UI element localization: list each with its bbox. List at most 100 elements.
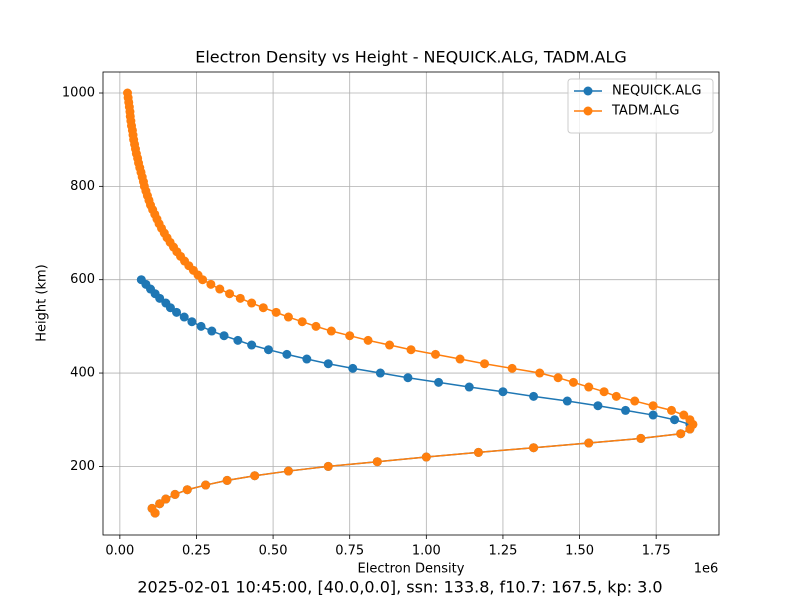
data-point [670,415,680,425]
data-point [282,349,292,359]
plot-area [123,88,698,518]
legend-box [567,78,714,134]
chart-title: Electron Density vs Height - NEQUICK.ALG… [195,48,627,67]
data-point [170,489,180,499]
x-tick-label: 0.00 [105,544,134,559]
grid [103,72,719,535]
data-point [363,335,373,345]
data-point [685,424,695,434]
data-point [535,368,545,378]
data-point [297,317,307,327]
data-point [345,331,355,341]
data-point [434,377,444,387]
x-tick-label: 1.50 [565,544,594,559]
data-point [636,433,646,443]
data-point [507,363,517,373]
y-tick-label: 200 [70,459,95,474]
data-point [480,359,490,369]
data-point [179,312,189,322]
series-line [126,92,694,514]
data-point [219,331,229,341]
data-point [165,303,175,313]
data-point [150,508,160,518]
y-tick-label: 600 [70,272,95,287]
y-tick-label: 800 [70,179,95,194]
data-point [155,499,165,509]
data-point [553,373,563,383]
data-point [431,349,441,359]
data-point [348,363,358,373]
data-point [263,345,273,355]
x-tick-label: 1.25 [488,544,517,559]
data-point [172,307,182,317]
x-tick-label: 1.75 [642,544,671,559]
data-point [621,405,631,415]
data-point [679,410,689,420]
data-point [247,340,257,350]
data-point [155,293,165,303]
ticks: 0.00 0.25 0.50 0.75 1.00 1.25 1.50 1.75 200 400 60… [62,86,671,559]
data-point [584,382,594,392]
data-point [222,475,232,485]
data-point [648,401,658,411]
axes-frame [102,71,720,536]
data-point [187,317,197,327]
data-point [562,396,572,406]
data-point [201,480,211,490]
data-point [529,443,539,453]
data-point [406,345,416,355]
data-point [302,354,312,364]
data-point [161,494,171,504]
x-offset-label: 1e6 [694,562,719,577]
legend: NEQUICK.ALG TADM.ALG [567,78,714,134]
data-point [498,387,508,397]
data-point [182,485,192,495]
legend-marker [583,106,593,116]
legend-label: NEQUICK.ALG [612,84,701,99]
data-point [196,321,206,331]
x-tick-label: 0.50 [259,544,288,559]
data-point [215,284,225,294]
data-point [283,312,293,322]
data-point [250,471,260,481]
data-point [375,368,385,378]
data-point [258,303,268,313]
data-point [323,461,333,471]
data-point [385,340,395,350]
x-tick-label: 1.00 [412,544,441,559]
footer: 2025-02-01 10:45:00, [40.0,0.0], ssn: 13… [137,578,662,597]
data-point [593,401,603,411]
data-point [283,466,293,476]
data-point [421,452,431,462]
data-point [206,279,216,289]
x-tick-label: 0.25 [182,544,211,559]
data-point [233,335,243,345]
y-axis-label: Height (km) [35,264,50,341]
data-point [198,275,208,285]
data-point [648,410,658,420]
data-point [599,387,609,397]
data-point [666,405,676,415]
data-point [464,382,474,392]
legend-label: TADM.ALG [611,104,679,119]
data-point [473,447,483,457]
y-tick-label: 400 [70,366,95,381]
data-point [235,293,245,303]
data-point [326,326,336,336]
data-point [455,354,465,364]
data-point [207,326,217,336]
data-point [372,457,382,467]
data-point [271,307,281,317]
data-point [630,396,640,406]
y-tick-label: 1000 [62,86,95,101]
data-point [311,321,321,331]
x-axis-label: Electron Density [358,562,465,577]
data-point [584,438,594,448]
data-point [676,429,686,439]
data-point [247,298,257,308]
data-point [568,377,578,387]
x-tick-label: 0.75 [335,544,364,559]
data-point [323,359,333,369]
data-point [225,289,235,299]
